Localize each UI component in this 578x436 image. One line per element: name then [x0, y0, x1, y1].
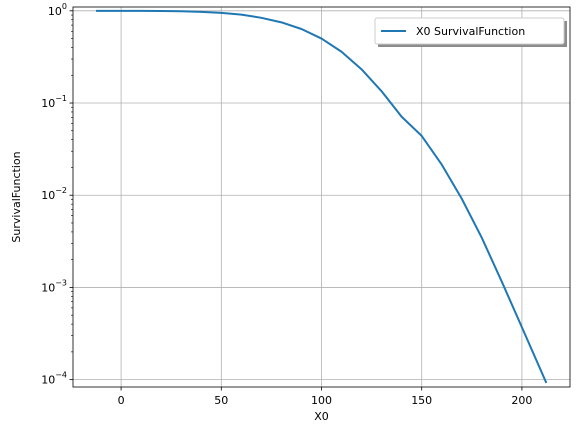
x-tick-label: 0 — [118, 394, 125, 407]
x-axis-label: X0 — [314, 410, 329, 423]
y-tick-label: 10−3 — [41, 278, 67, 294]
series-line-1 — [96, 9, 548, 384]
x-tick-label: 100 — [311, 394, 332, 407]
y-tick-label: 10−1 — [41, 94, 67, 110]
x-ticks: 0 50 100 150 200 — [118, 387, 532, 407]
y-tick-label: 10−2 — [41, 186, 67, 202]
legend-label-series-1: X0 SurvivalFunction — [416, 25, 525, 38]
series-group — [96, 9, 548, 384]
y-tick-label: 100 — [48, 2, 67, 18]
y-ticks: 100 10−1 10−2 10−3 10−4 — [41, 2, 73, 387]
x-tick-label: 200 — [511, 394, 532, 407]
legend: X0 SurvivalFunction — [374, 17, 567, 47]
legend-box — [374, 17, 565, 45]
x-tick-label: 50 — [214, 394, 228, 407]
y-tick-label: 10−4 — [41, 371, 67, 387]
y-axis-label: SurvivalFunction — [10, 151, 23, 242]
x-tick-label: 150 — [411, 394, 432, 407]
